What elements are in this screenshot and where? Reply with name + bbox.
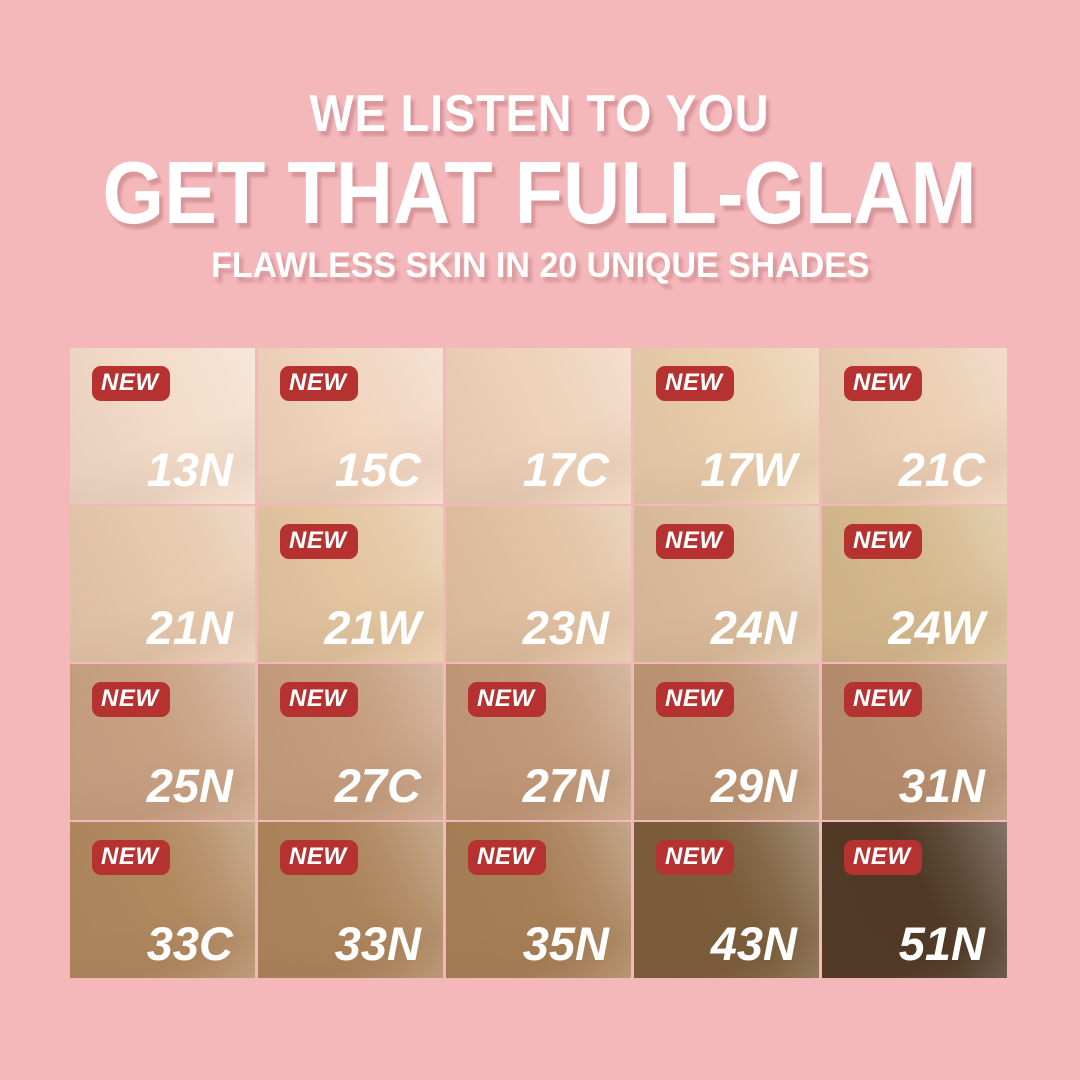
shade-swatch: NEW 27C [258, 664, 443, 820]
shade-label: 31N [898, 759, 985, 813]
new-badge: NEW [844, 840, 922, 875]
headline-main-text: GET THAT FULL-GLAM [103, 143, 977, 242]
new-badge: NEW [92, 682, 170, 717]
shade-label: 43N [710, 917, 797, 971]
new-badge: NEW [468, 840, 546, 875]
shade-label: 25N [146, 759, 233, 813]
new-badge: NEW [656, 366, 734, 401]
shade-swatch: NEW 23N [446, 506, 631, 662]
new-badge: NEW [844, 682, 922, 717]
shade-label: 27C [334, 759, 421, 813]
new-badge: NEW [844, 524, 922, 559]
shade-label: 24W [888, 601, 985, 655]
headline-main: GET THAT FULL-GLAM [0, 142, 1080, 244]
new-badge: NEW [656, 524, 734, 559]
headline-sub-text: FLAWLESS SKIN IN 20 UNIQUE SHADES [210, 246, 870, 285]
shade-swatch: NEW 24W [822, 506, 1007, 662]
shade-grid: NEW 13N NEW 15C NEW 17C NEW 17W NEW 21C … [70, 348, 1007, 978]
shade-swatch: NEW 17W [634, 348, 819, 504]
shade-swatch: NEW 51N [822, 822, 1007, 978]
shade-swatch: NEW 21W [258, 506, 443, 662]
new-badge: NEW [280, 366, 358, 401]
shade-label: 35N [522, 917, 609, 971]
shade-label: 33N [334, 917, 421, 971]
new-badge: NEW [844, 366, 922, 401]
shade-swatch: NEW 43N [634, 822, 819, 978]
shade-swatch: NEW 35N [446, 822, 631, 978]
shade-label: 23N [522, 601, 609, 655]
shade-swatch: NEW 17C [446, 348, 631, 504]
shade-swatch: NEW 27N [446, 664, 631, 820]
headline-top: WE LISTEN TO YOU [0, 84, 1080, 144]
shade-label: 51N [898, 917, 985, 971]
new-badge: NEW [656, 840, 734, 875]
shade-label: 21W [324, 601, 421, 655]
shade-swatch: NEW 21N [70, 506, 255, 662]
shade-label: 21C [898, 443, 985, 497]
shade-label: 29N [710, 759, 797, 813]
new-badge: NEW [92, 366, 170, 401]
shade-swatch: NEW 33C [70, 822, 255, 978]
headline-sub: FLAWLESS SKIN IN 20 UNIQUE SHADES [0, 246, 1080, 286]
new-badge: NEW [92, 840, 170, 875]
new-badge: NEW [280, 840, 358, 875]
new-badge: NEW [468, 682, 546, 717]
shade-label: 17C [522, 443, 609, 497]
shade-swatch: NEW 21C [822, 348, 1007, 504]
headline-top-text: WE LISTEN TO YOU [310, 85, 770, 143]
new-badge: NEW [656, 682, 734, 717]
shade-label: 33C [146, 917, 233, 971]
shade-swatch: NEW 25N [70, 664, 255, 820]
shade-label: 17W [700, 443, 797, 497]
shade-swatch: NEW 24N [634, 506, 819, 662]
shade-swatch: NEW 33N [258, 822, 443, 978]
shade-label: 13N [146, 443, 233, 497]
shade-label: 21N [146, 601, 233, 655]
shade-swatch: NEW 29N [634, 664, 819, 820]
shade-swatch: NEW 15C [258, 348, 443, 504]
new-badge: NEW [280, 524, 358, 559]
shade-label: 24N [710, 601, 797, 655]
shade-label: 27N [522, 759, 609, 813]
new-badge: NEW [280, 682, 358, 717]
shade-swatch: NEW 31N [822, 664, 1007, 820]
shade-swatch: NEW 13N [70, 348, 255, 504]
shade-label: 15C [334, 443, 421, 497]
